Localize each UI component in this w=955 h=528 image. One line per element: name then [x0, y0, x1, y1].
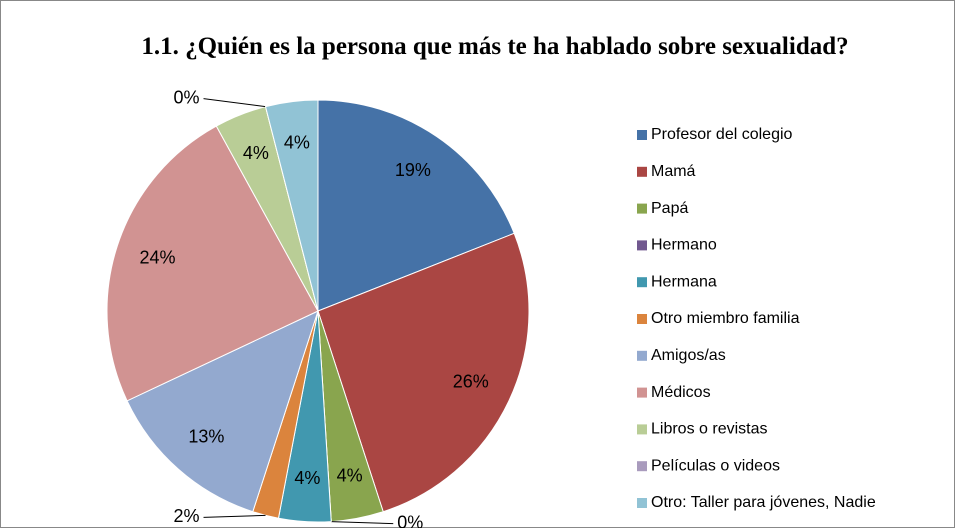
legend-swatch [637, 498, 647, 508]
pie-slice [106, 125, 319, 402]
legend-swatch [637, 203, 647, 214]
legend-label: Papá [651, 200, 688, 217]
data-label: 4% [284, 132, 310, 152]
leader-line [203, 514, 266, 518]
legend-swatch [637, 314, 647, 324]
legend-label: Hermano [651, 237, 717, 254]
data-label: 19% [395, 160, 431, 180]
legend-swatch [637, 166, 647, 177]
data-label: 4% [243, 143, 269, 163]
data-label: 24% [139, 248, 175, 268]
pie-slice [264, 99, 319, 312]
data-label: 4% [294, 468, 320, 488]
data-label: 0% [174, 87, 200, 107]
pie-slice [317, 232, 530, 513]
legend-swatch [637, 387, 647, 398]
data-label: 2% [174, 506, 200, 526]
data-label: 26% [453, 372, 489, 392]
data-label: 0% [397, 512, 423, 528]
leader-line [203, 98, 266, 108]
legend-label: Hermana [651, 273, 717, 290]
legend-label: Películas o videos [651, 457, 780, 474]
legend-label: Médicos [651, 384, 711, 401]
data-label: 4% [337, 466, 363, 486]
legend-swatch [637, 424, 647, 435]
legend-label: Mamá [651, 163, 696, 180]
legend-label: Amigos/as [651, 347, 726, 364]
legend-label: Profesor del colegio [651, 126, 793, 143]
legend-swatch [637, 350, 647, 361]
legend-swatch [637, 461, 647, 472]
legend-label: Otro: Taller para jóvenes, Nadie [651, 494, 876, 511]
legend-swatch [637, 130, 647, 140]
legend-label: Otro miembro familia [651, 310, 800, 327]
chart-title: 1.1. ¿Quién es la persona que más te ha … [141, 33, 849, 60]
legend-swatch [637, 240, 647, 251]
legend-swatch [637, 277, 647, 288]
legend-label: Libros o revistas [651, 421, 768, 438]
pie-slice [317, 99, 515, 312]
leader-line [331, 521, 394, 525]
pie-slice [126, 310, 319, 513]
data-label: 13% [188, 426, 224, 446]
